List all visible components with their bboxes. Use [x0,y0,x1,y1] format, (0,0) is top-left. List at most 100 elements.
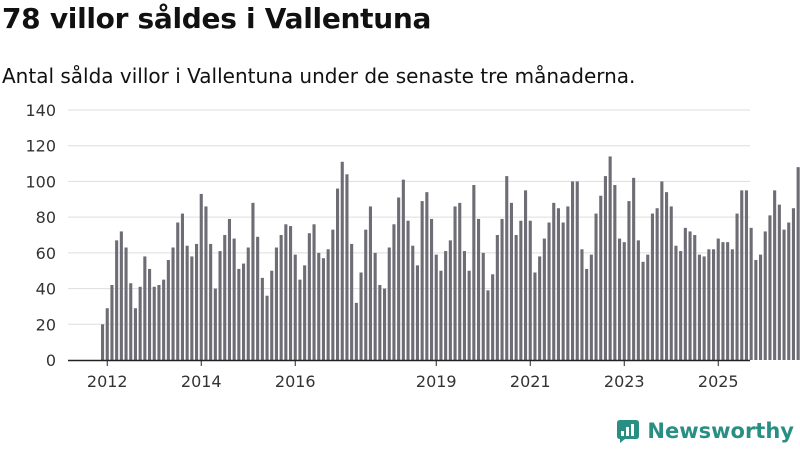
bar [768,215,772,360]
bar [683,227,687,360]
bar [321,258,325,360]
y-tick-label: 120 [25,137,56,156]
bar [373,252,377,360]
chart-subtitle: Antal sålda villor i Vallentuna under de… [2,64,636,88]
bar [444,251,448,360]
bar [185,245,189,360]
bar [636,240,640,360]
bar [289,226,293,360]
bar [133,308,137,360]
bar [749,227,753,360]
bar [627,201,631,360]
x-tick-label: 2014 [181,372,222,391]
bar [331,229,335,360]
bar [773,190,777,360]
bar [411,245,415,360]
bar [378,285,382,360]
bar [166,260,170,360]
bar [763,231,767,360]
bar [665,192,669,360]
bar [157,285,161,360]
x-axis-ticks: 2012 2014 2016 2019 2021 2023 2025 [87,360,739,391]
bar [632,177,636,360]
brand-name: Newsworthy [647,419,794,443]
bar [303,265,307,360]
bar [368,206,372,360]
y-tick-label: 0 [46,351,56,370]
bar [162,279,166,360]
bar [542,238,546,360]
bar [730,249,734,360]
x-tick-label: 2019 [416,372,457,391]
bar [397,197,401,360]
bar [702,256,706,360]
bar [608,156,612,360]
bar [655,208,659,360]
bar [420,201,424,360]
bar [448,240,452,360]
bar [298,279,302,360]
bar [279,235,283,360]
bar [650,213,654,360]
x-tick-label: 2021 [510,372,551,391]
bar [505,176,509,360]
bar [477,218,481,360]
y-tick-label: 140 [25,101,56,120]
bars [101,156,800,360]
bar [589,254,593,360]
bar [556,208,560,360]
bar [552,202,556,360]
bar [387,247,391,360]
bar [547,222,551,360]
bar [791,208,795,360]
bar [707,249,711,360]
y-tick-label: 100 [25,172,56,191]
bar [458,202,462,360]
bar [754,260,758,360]
bar [622,242,626,360]
bar [392,224,396,360]
bar [284,224,288,360]
bar [744,190,748,360]
bar [641,261,645,360]
newsworthy-logo-icon [617,420,640,443]
bar [232,238,236,360]
bar [674,245,678,360]
bar [509,202,513,360]
y-tick-label: 40 [36,280,56,299]
bar [580,249,584,360]
bar [566,206,570,360]
bar [143,256,147,360]
bar [312,224,316,360]
bar [336,188,340,360]
bar [383,288,387,360]
bar [246,247,250,360]
bar [227,218,231,360]
bar [204,206,208,360]
bar [293,254,297,360]
bar [152,286,156,360]
brand-logo[interactable]: Newsworthy [615,418,794,444]
bar [679,251,683,360]
bar [138,286,142,360]
x-tick-label: 2016 [275,372,316,391]
bar [495,235,499,360]
bar [317,252,321,360]
bar [124,247,128,360]
bar [129,283,133,360]
bar [180,213,184,360]
y-tick-label: 80 [36,208,56,227]
bar [660,181,664,360]
bar [430,218,434,360]
bar [119,231,123,360]
bar [434,254,438,360]
bar [270,270,274,360]
bar [618,238,622,360]
bar [467,270,471,360]
bar [260,277,264,360]
bar [195,243,199,360]
bar [462,251,466,360]
bar [514,235,518,360]
bar [585,268,589,360]
